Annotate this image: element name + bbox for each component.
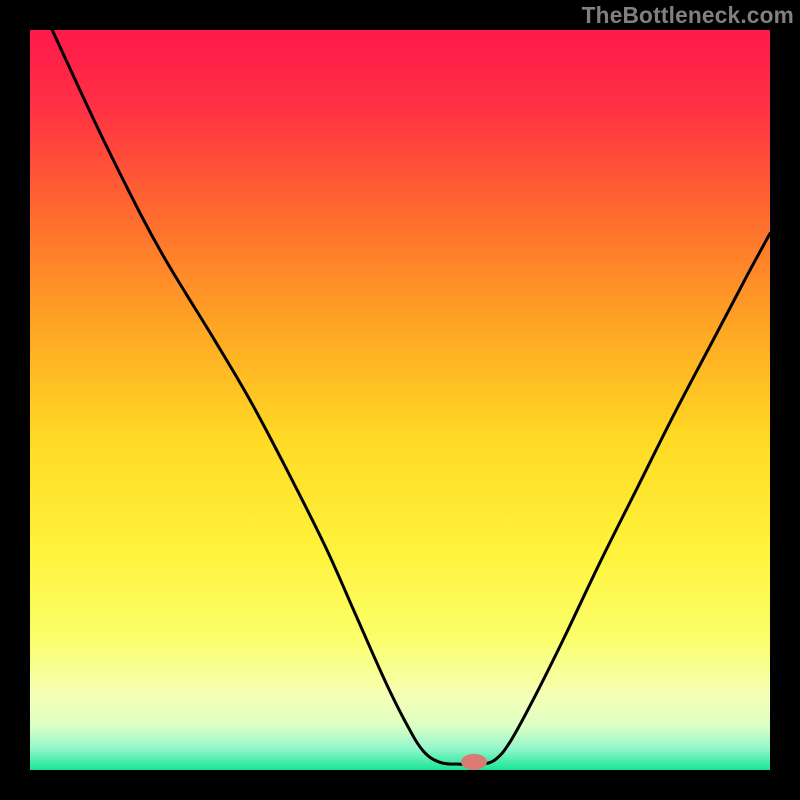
optimal-marker (461, 754, 487, 770)
plot-background (30, 30, 770, 770)
chart-container: TheBottleneck.com (0, 0, 800, 800)
bottleneck-chart (0, 0, 800, 800)
